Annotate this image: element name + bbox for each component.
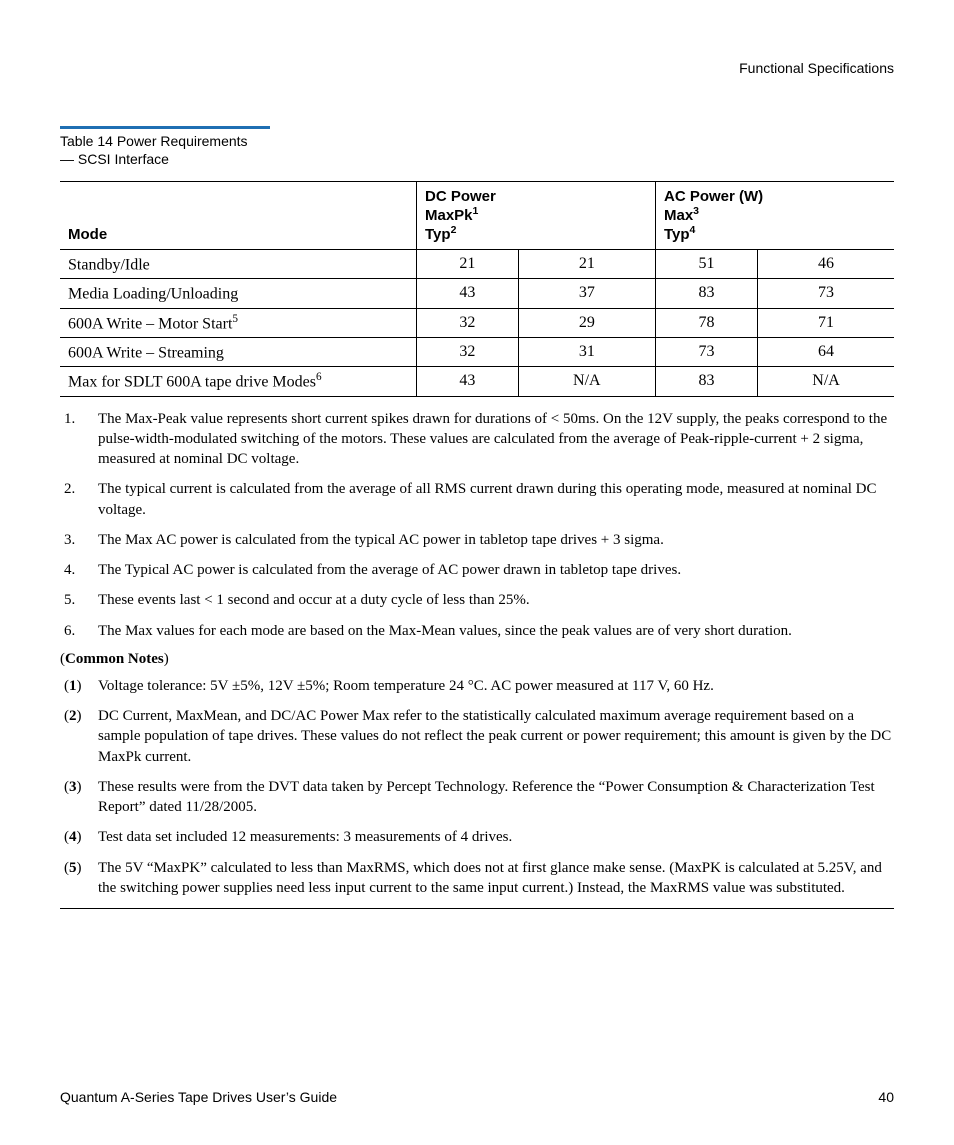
cell-dc1: 21 [417, 250, 519, 279]
cell-dc2: 21 [518, 250, 655, 279]
footer-page-number: 40 [878, 1089, 894, 1105]
footer-left: Quantum A-Series Tape Drives User’s Guid… [60, 1089, 337, 1105]
table-caption-line1: Table 14 Power Requirements [60, 133, 894, 149]
common-note: (4) Test data set included 12 measuremen… [60, 827, 894, 847]
table-row: Standby/Idle 21 21 51 46 [60, 250, 894, 279]
common-note: (2) DC Current, MaxMean, and DC/AC Power… [60, 706, 894, 767]
table-caption-line2: — SCSI Interface [60, 151, 894, 167]
cell-dc2: 31 [518, 337, 655, 366]
table-row: Max for SDLT 600A tape drive Modes6 43 N… [60, 367, 894, 396]
footnote: 6. The Max values for each mode are base… [60, 621, 894, 641]
footnote: 4. The Typical AC power is calculated fr… [60, 560, 894, 580]
cell-ac1: 51 [655, 250, 757, 279]
cell-dc1: 32 [417, 308, 519, 337]
footnote-text: The typical current is calculated from t… [98, 479, 894, 520]
ac-typ: Typ [664, 226, 690, 243]
dc-typ-sup: 2 [451, 224, 457, 236]
table-row: 600A Write – Streaming 32 31 73 64 [60, 337, 894, 366]
footnote-num: 6. [60, 621, 98, 641]
ac-label: AC Power (W) [664, 188, 763, 205]
cell-dc2: 37 [518, 279, 655, 308]
cell-ac2: 73 [758, 279, 894, 308]
footnote-num: 2. [60, 479, 98, 520]
ac-max: Max [664, 207, 693, 224]
cell-dc2: 29 [518, 308, 655, 337]
power-table: Mode DC Power MaxPk1 Typ2 AC Power (W) M… [60, 181, 894, 397]
common-note: (3) These results were from the DVT data… [60, 777, 894, 818]
footnote-text: The Typical AC power is calculated from … [98, 560, 894, 580]
footnote-num: 1. [60, 409, 98, 470]
cell-ac1: 73 [655, 337, 757, 366]
col-ac: AC Power (W) Max3 Typ4 [655, 182, 894, 250]
footnote: 1. The Max-Peak value represents short c… [60, 409, 894, 470]
ac-typ-sup: 4 [690, 224, 696, 236]
cell-dc1: 32 [417, 337, 519, 366]
footnote: 5. These events last < 1 second and occu… [60, 590, 894, 610]
common-note: (1) Voltage tolerance: 5V ±5%, 12V ±5%; … [60, 676, 894, 696]
cell-mode-sup: 6 [316, 371, 322, 383]
cell-ac2: N/A [758, 367, 894, 396]
col-mode: Mode [60, 182, 417, 250]
cell-ac2: 46 [758, 250, 894, 279]
dc-typ: Typ [425, 226, 451, 243]
cell-mode-sup: 5 [232, 313, 238, 325]
cell-dc2: N/A [518, 367, 655, 396]
page-footer: Quantum A-Series Tape Drives User’s Guid… [60, 1089, 894, 1105]
common-note-text: Voltage tolerance: 5V ±5%, 12V ±5%; Room… [98, 676, 894, 696]
page: Functional Specifications Table 14 Power… [0, 0, 954, 1145]
footnote-text: The Max-Peak value represents short curr… [98, 409, 894, 470]
dc-maxpk-sup: 1 [473, 205, 479, 217]
footnote-text: The Max values for each mode are based o… [98, 621, 894, 641]
common-notes-title-text: Common Notes [65, 651, 164, 667]
common-note-text: DC Current, MaxMean, and DC/AC Power Max… [98, 706, 894, 767]
cell-ac2: 71 [758, 308, 894, 337]
cell-ac2: 64 [758, 337, 894, 366]
footnote: 3. The Max AC power is calculated from t… [60, 530, 894, 550]
footnote: 2. The typical current is calculated fro… [60, 479, 894, 520]
footnote-num: 5. [60, 590, 98, 610]
cell-dc1: 43 [417, 279, 519, 308]
cell-dc1: 43 [417, 367, 519, 396]
page-header: Functional Specifications [60, 60, 894, 76]
table-row: Media Loading/Unloading 43 37 83 73 [60, 279, 894, 308]
common-note-text: Test data set included 12 measurements: … [98, 827, 894, 847]
cell-mode: Media Loading/Unloading [68, 286, 238, 303]
dc-maxpk: MaxPk [425, 207, 473, 224]
cell-mode: 600A Write – Streaming [68, 344, 224, 361]
col-mode-label: Mode [68, 226, 107, 243]
footnotes: 1. The Max-Peak value represents short c… [60, 409, 894, 910]
cell-ac1: 83 [655, 367, 757, 396]
cell-ac1: 78 [655, 308, 757, 337]
footnote-num: 4. [60, 560, 98, 580]
common-note: (5) The 5V “MaxPK” calculated to less th… [60, 858, 894, 899]
footnote-text: These events last < 1 second and occur a… [98, 590, 894, 610]
col-dc: DC Power MaxPk1 Typ2 [417, 182, 656, 250]
common-notes-title: (Common Notes) [60, 651, 894, 668]
cell-ac1: 83 [655, 279, 757, 308]
dc-label: DC Power [425, 188, 496, 205]
ac-max-sup: 3 [693, 205, 699, 217]
power-table-body: Standby/Idle 21 21 51 46 Media Loading/U… [60, 250, 894, 397]
cell-mode: 600A Write – Motor Start [68, 315, 232, 332]
footnote-num: 3. [60, 530, 98, 550]
common-note-text: The 5V “MaxPK” calculated to less than M… [98, 858, 894, 899]
cell-mode: Max for SDLT 600A tape drive Modes [68, 374, 316, 391]
common-note-text: These results were from the DVT data tak… [98, 777, 894, 818]
accent-rule [60, 126, 270, 129]
cell-mode: Standby/Idle [68, 256, 150, 273]
table-row: 600A Write – Motor Start5 32 29 78 71 [60, 308, 894, 337]
footnote-text: The Max AC power is calculated from the … [98, 530, 894, 550]
bottom-rule [60, 908, 894, 909]
